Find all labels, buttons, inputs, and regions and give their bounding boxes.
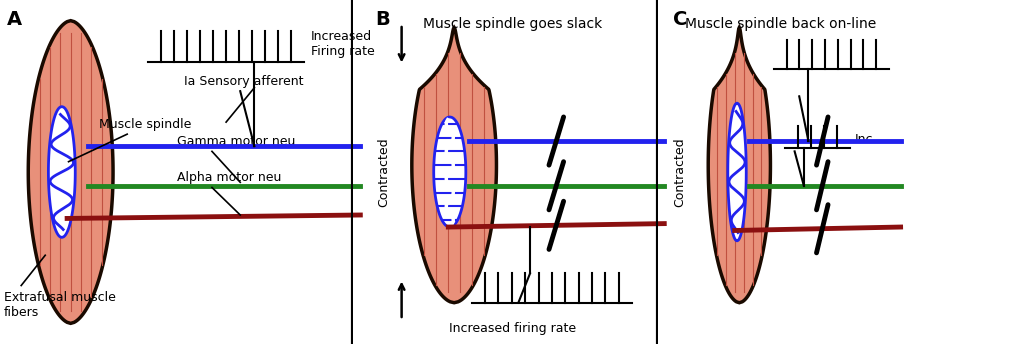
Text: Alpha motor neu: Alpha motor neu	[176, 171, 281, 184]
Text: Gamma motor neu: Gamma motor neu	[176, 135, 295, 148]
Text: Ia Sensory afferent: Ia Sensory afferent	[183, 75, 303, 88]
Polygon shape	[709, 28, 770, 303]
Text: B: B	[376, 10, 390, 29]
Text: Contracted: Contracted	[378, 137, 390, 207]
Text: Increased firing rate: Increased firing rate	[449, 322, 577, 335]
Text: Inc: Inc	[854, 133, 873, 146]
Polygon shape	[48, 107, 75, 237]
Text: A: A	[7, 10, 23, 29]
Text: Increased
Firing rate: Increased Firing rate	[311, 31, 375, 58]
Text: C: C	[673, 10, 687, 29]
Polygon shape	[434, 117, 466, 227]
Polygon shape	[728, 103, 746, 241]
Text: Muscle spindle goes slack: Muscle spindle goes slack	[423, 17, 602, 31]
Polygon shape	[412, 28, 497, 303]
Text: Extrafusal muscle
fibers: Extrafusal muscle fibers	[3, 291, 116, 319]
Text: Muscle spindle: Muscle spindle	[99, 118, 191, 131]
Text: Muscle spindle back on-line: Muscle spindle back on-line	[685, 17, 877, 31]
Text: Contracted: Contracted	[673, 137, 686, 207]
Polygon shape	[29, 21, 113, 323]
